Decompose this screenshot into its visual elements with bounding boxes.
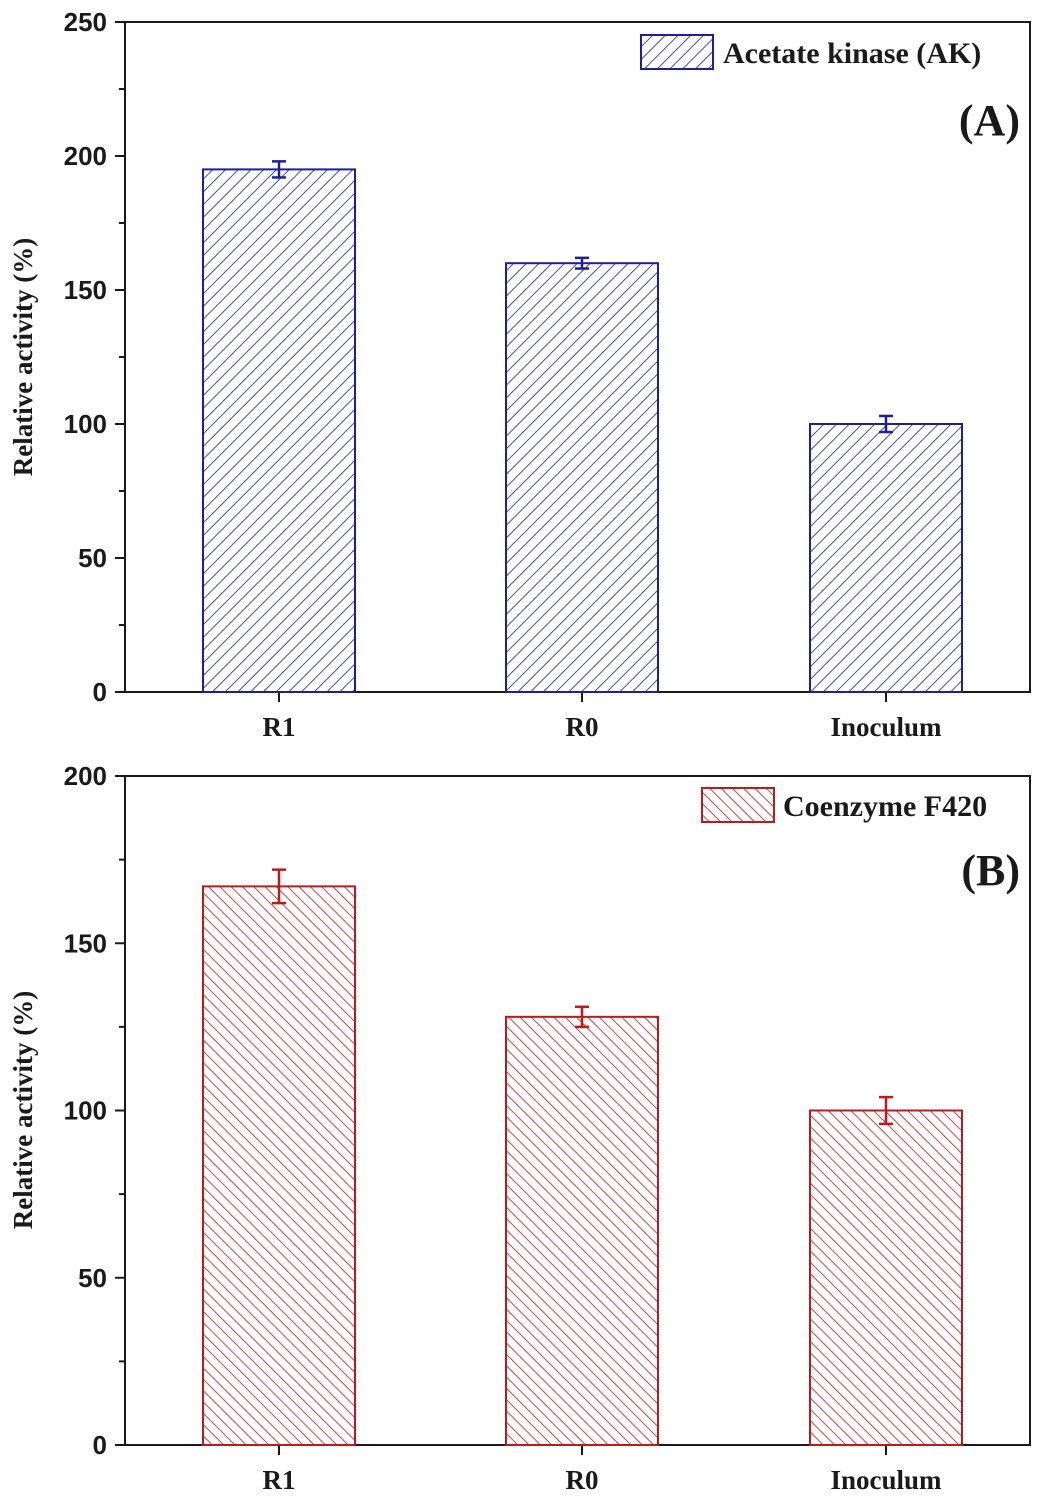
x-axis-ticks: R1 R0 Inoculum — [263, 692, 942, 742]
bar — [202, 885, 356, 1446]
panel-b: 0 50 100 150 200 R1 R0 Inoculum Relative activ… — [8, 761, 1031, 1495]
x-axis-ticks: R1 R0 Inoculum — [263, 1445, 942, 1495]
x-tick-label: Inoculum — [830, 1465, 942, 1495]
y-tick-label: 50 — [78, 543, 107, 573]
bar — [202, 168, 356, 693]
panel-tag: (B) — [961, 846, 1020, 895]
legend-label: Coenzyme F420 — [783, 790, 987, 823]
y-tick-label: 150 — [64, 928, 107, 958]
x-tick-label: R1 — [263, 1465, 296, 1495]
y-axis-ticks: 0 50 100 150 200 — [64, 761, 125, 1460]
y-tick-label: 100 — [64, 1096, 107, 1126]
x-tick-label: R1 — [263, 712, 296, 742]
error-bars — [272, 868, 893, 1126]
legend-swatch — [701, 787, 775, 823]
legend-label: Acetate kinase (AK) — [723, 37, 981, 70]
x-tick-label: Inoculum — [830, 712, 942, 742]
y-tick-label: 100 — [64, 409, 107, 439]
x-tick-label: R0 — [566, 1465, 599, 1495]
bar — [505, 1015, 659, 1447]
bar — [809, 1109, 963, 1446]
bar-series — [202, 885, 963, 1447]
y-axis-label: Relative activity (%) — [8, 991, 38, 1229]
error-bars — [272, 160, 893, 434]
y-tick-label: 250 — [64, 7, 107, 37]
y-tick-label: 0 — [93, 677, 107, 707]
y-tick-label: 200 — [64, 761, 107, 791]
bar — [809, 423, 963, 693]
y-axis-label: Relative activity (%) — [8, 238, 38, 476]
y-tick-label: 200 — [64, 141, 107, 171]
panel-tag: (A) — [959, 96, 1020, 145]
y-tick-label: 50 — [78, 1263, 107, 1293]
y-tick-label: 0 — [93, 1430, 107, 1460]
x-tick-label: R0 — [566, 712, 599, 742]
y-tick-label: 150 — [64, 275, 107, 305]
bar-series — [202, 168, 963, 693]
y-axis-ticks: 0 50 100 150 200 250 — [64, 7, 125, 707]
legend-swatch — [640, 34, 714, 70]
panel-a: 0 50 100 150 200 250 R1 R0 Inoculum Relative ac… — [8, 7, 1031, 742]
bar — [505, 262, 659, 693]
